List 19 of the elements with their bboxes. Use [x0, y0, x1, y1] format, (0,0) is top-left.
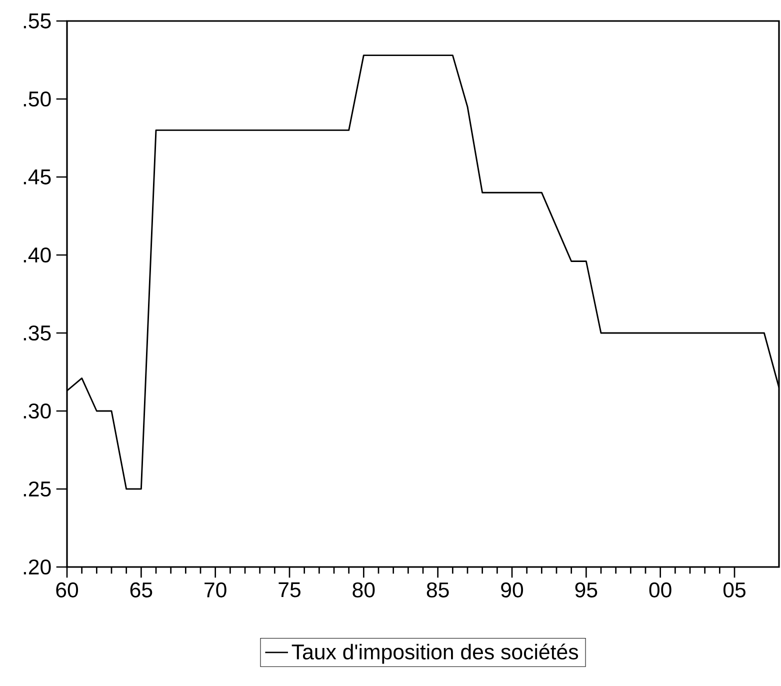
x-tick-label: 65: [130, 582, 152, 598]
x-tick-label: 00: [649, 582, 672, 598]
x-tick-label: 60: [56, 582, 78, 598]
x-tick-label: 95: [575, 582, 598, 598]
y-tick-label: .40: [24, 247, 51, 263]
x-tick-label: 85: [426, 582, 449, 598]
y-tick-label: .20: [24, 559, 51, 575]
y-tick-label: .50: [24, 91, 51, 107]
y-tick-label: .35: [24, 325, 51, 341]
x-tick-label: 80: [352, 582, 375, 598]
x-tick-label: 90: [501, 582, 524, 598]
x-tick-label: 75: [278, 582, 300, 598]
y-tick-label: .55: [24, 14, 51, 28]
x-tick-label: 70: [204, 582, 226, 598]
y-tick-label: .30: [24, 403, 51, 419]
y-tick-label: .25: [24, 481, 51, 497]
legend-label: Taux d'imposition des sociétés: [292, 644, 578, 664]
x-tick-label: 05: [723, 582, 746, 598]
y-tick-label: .45: [24, 170, 51, 184]
